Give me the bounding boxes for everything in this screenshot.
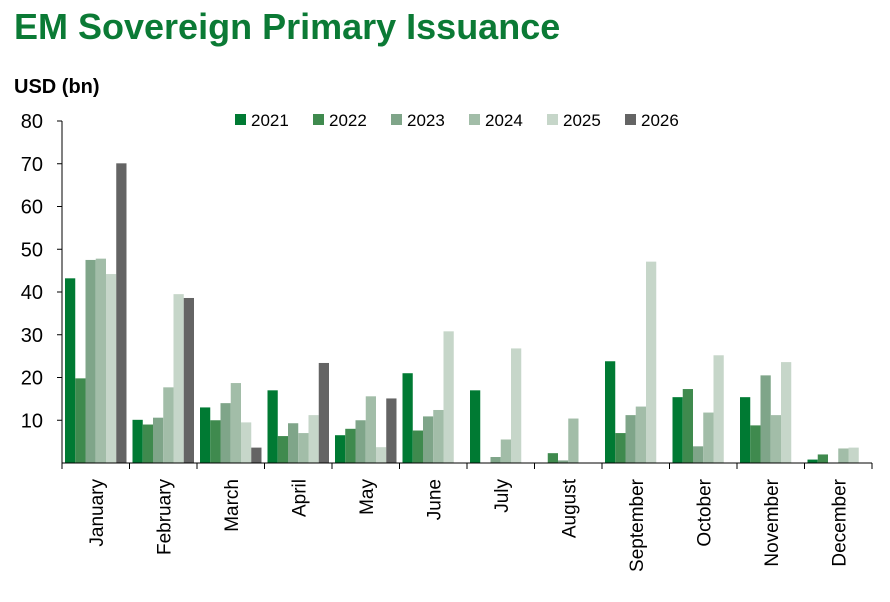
bar-2021-july [470,390,481,463]
bar-2022-august [547,453,558,463]
bar-2024-november [770,415,781,463]
bar-2025-may [376,447,387,463]
bar-2021-january [65,278,76,463]
chart-title: EM Sovereign Primary Issuance [14,6,561,47]
y-tick-label: 30 [21,325,43,347]
bar-2022-january [75,378,86,463]
bar-2021-april [267,390,278,463]
bar-2024-april [298,433,309,463]
bar-2022-march [210,420,221,463]
plot-area: 10 20 30 40 50 60 70 80 January February March Apri… [21,111,873,572]
bar-2021-september [605,361,616,463]
x-tick-label-october: October [694,478,715,546]
bar-2025-november [781,362,792,463]
bar-2025-march [241,422,252,463]
bar-2026-april [318,362,329,463]
bar-2022-december [817,454,828,463]
legend-swatch-2025 [547,114,558,125]
legend-label-2022: 2022 [329,111,367,130]
x-tick-label-april: April [289,479,310,517]
bar-2026-may [386,398,397,463]
legend-swatch-2026 [625,114,636,125]
bar-2023-august [558,460,569,463]
x-tick-label-december: December [829,478,850,566]
bar-2025-december [848,447,859,463]
bar-2025-october [713,355,724,463]
bar-2023-march [220,403,231,463]
legend-swatch-2024 [469,114,480,125]
y-tick-label: 80 [21,111,43,133]
bar-2022-september [615,433,626,463]
bar-2024-may [365,396,376,463]
y-tick-label: 10 [21,410,43,432]
bar-2023-february [153,417,164,463]
bar-2023-november [760,375,771,463]
bar-2025-january [106,274,117,463]
legend-swatch-2021 [235,114,246,125]
bar-2026-january [116,163,127,463]
bar-2021-march [200,407,211,463]
bar-2026-march [251,447,262,463]
bar-2023-june [423,416,434,463]
bar-2022-february [142,424,153,463]
bar-2025-february [173,294,184,463]
bar-2021-december [807,459,818,463]
bar-2021-february [132,419,143,463]
bar-2025-september [646,261,657,463]
bar-2024-february [163,387,174,463]
bar-2022-november [750,425,761,463]
legend-swatch-2022 [313,114,324,125]
x-tick-label-may: May [357,479,378,515]
bar-2021-june [402,373,413,463]
y-tick-label: 20 [21,368,43,390]
bar-2023-october [693,446,704,463]
y-tick-label: 40 [21,282,43,304]
bar-2024-august [568,418,579,463]
bar-2024-september [635,406,646,463]
x-tick-label-july: July [492,479,513,513]
bar-2022-may [345,428,356,463]
x-tick-label-september: September [627,478,648,572]
x-tick-label-november: November [762,478,783,566]
x-tick-label-february: February [154,479,175,556]
bar-2024-july [500,439,511,463]
y-tick-label: 50 [21,239,43,261]
bar-2021-october [672,397,683,463]
bar-2023-september [625,415,636,463]
bar-2024-december [838,448,849,463]
bar-2026-february [183,297,194,463]
legend-label-2023: 2023 [407,111,445,130]
bar-2025-july [511,348,522,463]
legend: 2021 2022 2023 2024 2025 2026 [235,111,679,130]
bar-2024-march [230,383,241,463]
x-tick-label-august: August [559,478,580,538]
bar-2025-april [308,415,319,463]
bar-2024-october [703,412,714,463]
bar-2021-november [740,397,751,463]
bar-2024-june [433,409,444,463]
bar-2023-july [490,457,501,463]
x-tick-label-january: January [87,479,108,547]
bar-2023-january [85,259,96,463]
bar-2022-april [277,436,288,463]
bar-2022-october [682,389,693,463]
bar-2021-may [335,435,346,463]
legend-label-2026: 2026 [641,111,679,130]
legend-swatch-2023 [391,114,402,125]
legend-label-2024: 2024 [485,111,523,130]
legend-label-2021: 2021 [251,111,289,130]
y-tick-label: 70 [21,154,43,176]
bar-2023-april [288,423,299,463]
bar-2024-january [95,258,106,463]
y-tick-label: 60 [21,197,43,219]
x-tick-label-march: March [222,479,243,532]
x-tick-label-june: June [424,479,445,520]
bar-2022-june [412,430,423,463]
bar-2023-may [355,420,366,463]
y-axis-label: USD (bn) [14,76,100,98]
legend-label-2025: 2025 [563,111,601,130]
bar-2025-june [443,331,454,463]
